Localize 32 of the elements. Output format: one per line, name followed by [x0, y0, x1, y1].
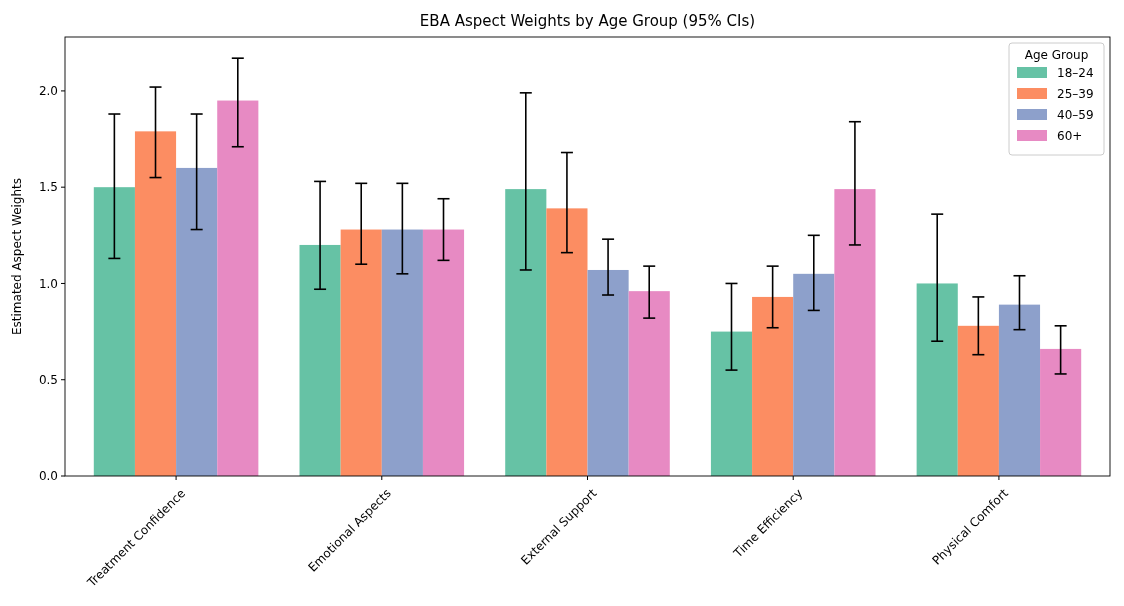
bar — [916, 283, 958, 476]
bar — [546, 208, 588, 476]
legend-label: 40–59 — [1057, 108, 1094, 122]
bar — [793, 273, 835, 476]
legend-label: 18–24 — [1057, 66, 1094, 80]
bar — [587, 269, 629, 476]
y-tick-label: 1.5 — [38, 180, 58, 195]
bar — [834, 189, 876, 476]
bar — [217, 100, 259, 476]
y-tick-label: 0.0 — [38, 469, 58, 484]
bar — [710, 331, 753, 476]
legend-label: 25–39 — [1057, 87, 1094, 101]
bar — [299, 244, 341, 476]
bar — [1040, 348, 1082, 476]
y-tick-label: 2.0 — [38, 84, 58, 99]
legend-title: Age Group — [1024, 48, 1089, 62]
bar — [998, 304, 1041, 476]
bar — [957, 325, 999, 476]
bar — [176, 167, 218, 476]
legend-label: 60+ — [1057, 129, 1083, 143]
chart-title: EBA Aspect Weights by Age Group (95% CIs) — [419, 12, 756, 30]
y-tick-label: 1.0 — [38, 276, 58, 291]
bar — [628, 291, 670, 476]
bar — [752, 296, 794, 476]
bar — [422, 229, 465, 476]
bar — [93, 187, 135, 476]
bar — [505, 189, 547, 476]
y-tick-label: 0.5 — [38, 372, 58, 387]
bar — [340, 229, 382, 476]
y-axis-title: Estimated Aspect Weights — [10, 177, 24, 336]
bar — [381, 229, 423, 476]
bar — [134, 131, 177, 476]
